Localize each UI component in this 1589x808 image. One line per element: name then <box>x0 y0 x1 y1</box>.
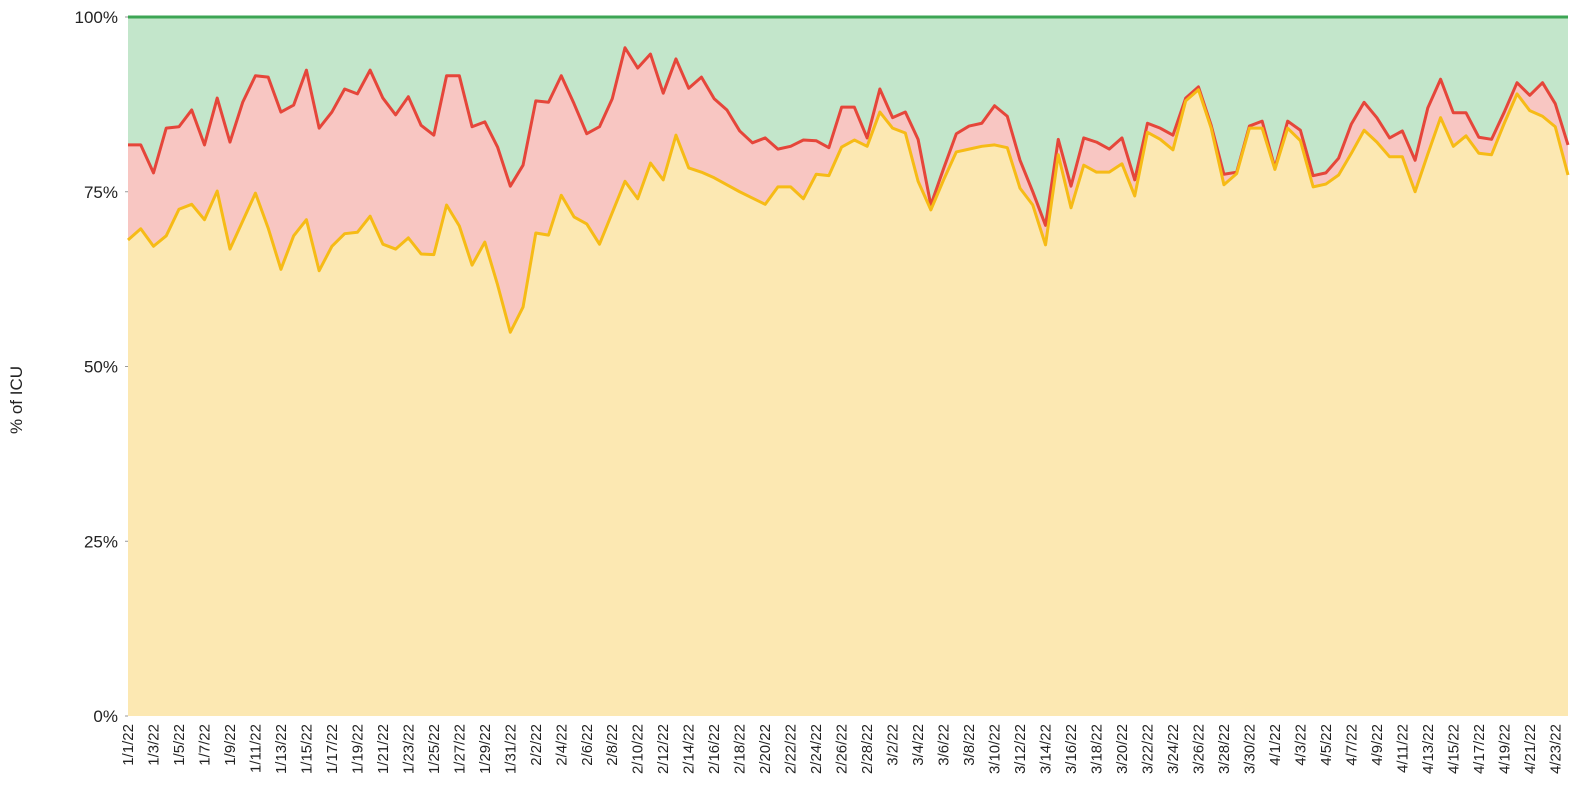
x-tick-label: 3/20/22 <box>1114 724 1131 774</box>
x-tick-label: 2/20/22 <box>757 724 774 774</box>
x-tick-label: 2/12/22 <box>655 724 672 774</box>
x-tick-label: 4/21/22 <box>1522 724 1539 774</box>
x-tick-label: 4/23/22 <box>1547 724 1564 774</box>
x-tick-label: 4/1/22 <box>1267 724 1284 766</box>
x-tick-label: 3/14/22 <box>1038 724 1055 774</box>
x-tick-label: 2/16/22 <box>706 724 723 774</box>
x-tick-label: 1/23/22 <box>400 724 417 774</box>
x-tick-label: 2/14/22 <box>681 724 698 774</box>
x-tick-label: 3/28/22 <box>1216 724 1233 774</box>
y-tick-label: 75% <box>84 183 118 202</box>
x-tick-label: 2/18/22 <box>732 724 749 774</box>
x-tick-label: 1/19/22 <box>349 724 366 774</box>
x-tick-label: 3/16/22 <box>1063 724 1080 774</box>
x-tick-label: 1/3/22 <box>145 724 162 766</box>
x-tick-label: 4/19/22 <box>1496 724 1513 774</box>
x-tick-label: 2/2/22 <box>528 724 545 766</box>
x-tick-label: 1/21/22 <box>375 724 392 774</box>
x-tick-label: 3/4/22 <box>910 724 927 766</box>
x-tick-label: 1/27/22 <box>451 724 468 774</box>
x-tick-label: 2/6/22 <box>579 724 596 766</box>
x-tick-label: 2/22/22 <box>783 724 800 774</box>
x-tick-label: 1/17/22 <box>324 724 341 774</box>
x-tick-label: 3/6/22 <box>936 724 953 766</box>
x-tick-label: 1/11/22 <box>247 724 264 773</box>
area <box>128 17 1568 226</box>
x-tick-label: 4/9/22 <box>1369 724 1386 766</box>
x-tick-label: 3/24/22 <box>1165 724 1182 774</box>
area <box>128 89 1568 716</box>
x-tick-label: 1/25/22 <box>426 724 443 774</box>
x-tick-label: 3/30/22 <box>1241 724 1258 774</box>
x-tick-label: 1/15/22 <box>298 724 315 774</box>
y-tick-label: 100% <box>75 8 118 27</box>
y-tick-label: 25% <box>84 532 118 551</box>
x-tick-label: 4/15/22 <box>1445 724 1462 774</box>
y-tick-label: 0% <box>93 707 118 726</box>
x-tick-label: 1/31/22 <box>502 724 519 774</box>
x-tick-label: 3/2/22 <box>885 724 902 766</box>
x-tick-label: 3/22/22 <box>1139 724 1156 774</box>
x-tick-label: 1/13/22 <box>273 724 290 774</box>
x-tick-label: 4/17/22 <box>1471 724 1488 774</box>
x-tick-label: 2/28/22 <box>859 724 876 774</box>
x-tick-label: 3/18/22 <box>1088 724 1105 774</box>
area-line <box>127 88 1570 334</box>
x-tick-label: 2/8/22 <box>604 724 621 766</box>
x-tick-label: 4/13/22 <box>1420 724 1437 774</box>
x-tick-label: 1/9/22 <box>222 724 239 766</box>
x-tick-label: 4/11/22 <box>1394 724 1411 773</box>
x-tick-label: 1/5/22 <box>171 724 188 766</box>
x-tick-label: 2/10/22 <box>630 724 647 774</box>
area-line <box>128 46 1570 227</box>
area <box>128 47 1568 333</box>
x-tick-label: 1/7/22 <box>196 724 213 766</box>
x-tick-label: 4/3/22 <box>1292 724 1309 766</box>
x-tick-label: 4/7/22 <box>1343 724 1360 766</box>
x-tick-label: 3/10/22 <box>987 724 1004 774</box>
x-tick-label: 4/5/22 <box>1318 724 1335 766</box>
x-tick-label: 1/29/22 <box>477 724 494 774</box>
x-tick-label: 2/26/22 <box>834 724 851 774</box>
x-tick-label: 2/24/22 <box>808 724 825 774</box>
x-tick-label: 2/4/22 <box>553 724 570 766</box>
x-tick-label: 1/1/22 <box>120 724 137 766</box>
x-tick-label: 3/26/22 <box>1190 724 1207 774</box>
y-tick-label: 50% <box>84 358 118 377</box>
x-tick-label: 3/8/22 <box>961 724 978 766</box>
y-axis-label: % of ICU <box>7 366 26 434</box>
x-tick-label: 3/12/22 <box>1012 724 1029 774</box>
